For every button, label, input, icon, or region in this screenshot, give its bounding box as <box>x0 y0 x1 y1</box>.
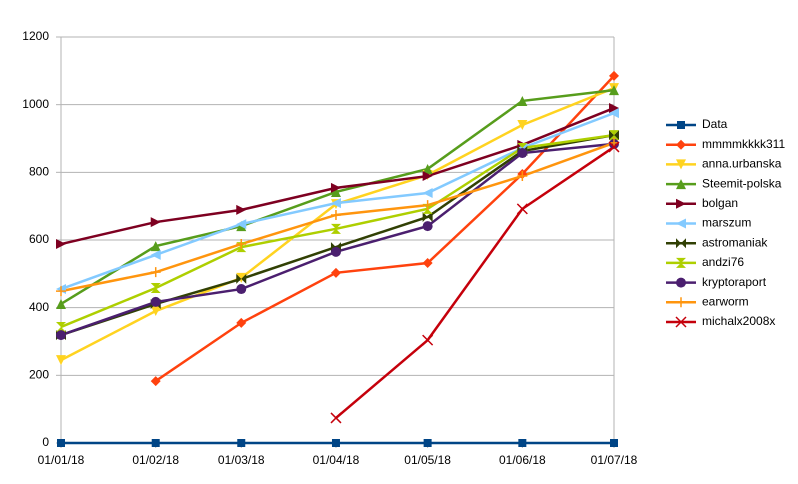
legend-marker <box>676 198 686 209</box>
legend-marker <box>676 297 686 308</box>
legend-label: marszum <box>702 216 751 230</box>
series-line <box>60 106 615 246</box>
marker <box>56 330 66 341</box>
legend-marker <box>676 257 686 268</box>
marker <box>236 239 247 250</box>
x-tick-label: 01/07/18 <box>591 453 638 467</box>
marker <box>422 171 433 182</box>
x-tick-label: 01/01/18 <box>38 453 85 467</box>
marker <box>422 200 433 211</box>
marker <box>518 439 527 447</box>
marker <box>422 163 433 174</box>
marker <box>422 211 433 222</box>
marker <box>330 246 341 257</box>
marker <box>236 284 247 295</box>
marker <box>422 258 433 269</box>
marker <box>517 119 528 130</box>
marker <box>423 439 432 447</box>
series-line <box>155 75 615 383</box>
marker <box>150 249 161 260</box>
x-tick-label: 01/03/18 <box>218 453 265 467</box>
marker <box>236 317 247 328</box>
marker <box>236 219 247 230</box>
legend-label: earworm <box>702 294 749 308</box>
marker <box>609 108 619 119</box>
marker <box>237 439 246 447</box>
marker <box>608 141 620 153</box>
x-tick-label: 01/02/18 <box>132 453 179 467</box>
marker <box>56 321 66 332</box>
marker <box>56 239 66 250</box>
marker <box>330 412 342 424</box>
legend-label: kryptoraport <box>702 275 767 289</box>
marker <box>236 204 247 215</box>
legend-marker <box>676 238 686 249</box>
marker <box>517 95 528 106</box>
marker <box>150 296 161 307</box>
marker <box>150 217 161 228</box>
marker <box>150 267 161 278</box>
legend-label: Steemit-polska <box>702 176 782 190</box>
legend-marker <box>675 316 687 328</box>
y-tick-label: 600 <box>29 232 49 246</box>
marker <box>151 439 160 447</box>
legend-marker <box>676 159 686 170</box>
marker <box>330 209 341 220</box>
legend-label: michalx2008x <box>702 314 775 328</box>
legend-marker <box>676 139 686 150</box>
marker <box>609 85 619 96</box>
marker <box>517 171 528 182</box>
marker <box>609 103 619 114</box>
marker <box>517 148 528 159</box>
marker <box>150 306 161 317</box>
y-tick-label: 200 <box>29 368 49 382</box>
legend-label: andzi76 <box>702 255 744 269</box>
legend-label: Data <box>702 117 728 131</box>
marker <box>609 70 619 81</box>
marker <box>150 283 161 294</box>
marker <box>56 298 66 309</box>
marker <box>610 439 618 447</box>
marker <box>422 221 433 232</box>
legend-marker <box>676 179 686 190</box>
marker <box>236 273 247 284</box>
y-tick-label: 1200 <box>22 29 49 43</box>
y-tick-label: 1000 <box>22 97 49 111</box>
legend-label: astromaniak <box>702 235 768 249</box>
marker <box>330 223 341 234</box>
marker <box>57 439 65 447</box>
y-tick-label: 400 <box>29 300 49 314</box>
marker <box>330 198 341 209</box>
x-tick-label: 01/06/18 <box>499 453 546 467</box>
marker <box>331 439 340 447</box>
y-tick-label: 0 <box>42 435 49 449</box>
legend-label: bolgan <box>702 196 738 210</box>
x-tick-label: 01/05/18 <box>404 453 451 467</box>
marker <box>516 203 528 215</box>
marker <box>330 182 341 193</box>
legend-marker <box>676 218 686 229</box>
marker <box>150 376 161 387</box>
marker <box>56 286 66 297</box>
marker <box>330 186 341 197</box>
legend-marker <box>677 121 685 129</box>
marker <box>56 355 66 366</box>
legend-marker <box>676 277 686 288</box>
marker <box>330 267 341 278</box>
legend-label: mmmmkkkk311 <box>702 137 785 151</box>
marker <box>236 272 247 283</box>
x-tick-label: 01/04/18 <box>313 453 360 467</box>
marker <box>422 334 434 346</box>
marker <box>150 241 161 252</box>
legend-label: anna.urbanska <box>702 157 782 171</box>
y-tick-label: 800 <box>29 165 49 179</box>
marker <box>609 130 619 141</box>
marker <box>422 187 433 198</box>
series-line <box>335 145 615 419</box>
